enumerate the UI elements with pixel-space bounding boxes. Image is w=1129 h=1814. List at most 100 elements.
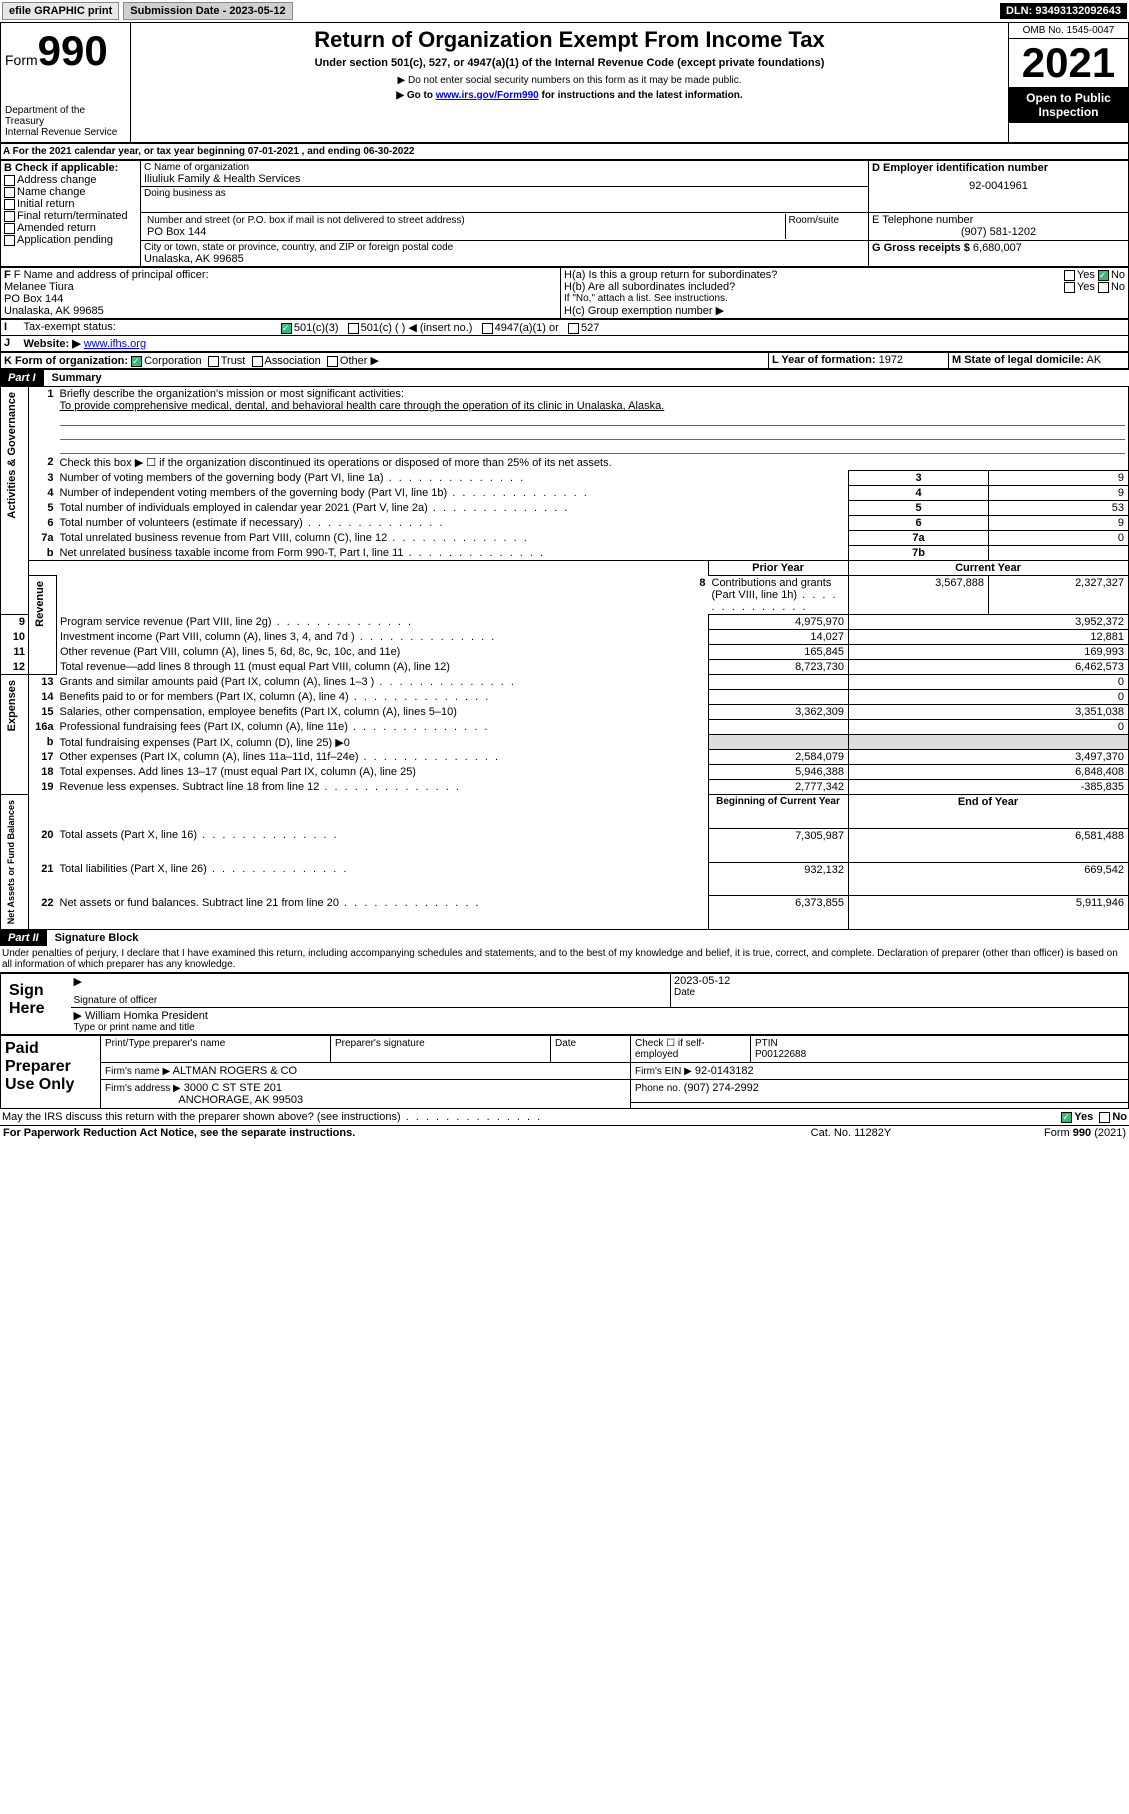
box-d-label: D Employer identification number [872,162,1125,174]
firm-name: ALTMAN ROGERS & CO [173,1065,297,1077]
chk-assoc[interactable] [252,356,263,367]
gov-row: 3Number of voting members of the governi… [1,471,1129,486]
form-header: Form990 Department of the Treasury Inter… [0,22,1129,143]
org-address: PO Box 144 [147,226,782,238]
box-b-label: B Check if applicable: [4,162,137,174]
discuss-text: May the IRS discuss this return with the… [2,1111,401,1123]
exp-row: 18Total expenses. Add lines 13–17 (must … [1,765,1129,780]
gov-row: bNet unrelated business taxable income f… [1,546,1129,561]
rev-row: 12Total revenue—add lines 8 through 11 (… [1,660,1129,675]
col-current: Current Year [849,561,1129,576]
chk-trust[interactable] [208,356,219,367]
part2-title: Signature Block [47,932,139,944]
sign-here-label: Sign Here [1,974,71,1035]
mission-text: To provide comprehensive medical, dental… [60,400,665,412]
identity-block: B Check if applicable: Address change Na… [0,160,1129,267]
goto-post: for instructions and the latest informat… [539,90,743,101]
dept-label: Department of the Treasury [5,105,126,127]
open-public-label: Open to Public Inspection [1009,87,1128,123]
form-title: Return of Organization Exempt From Incom… [135,27,1004,53]
chk-501c[interactable] [348,323,359,334]
firm-addr-label: Firm's address ▶ [105,1083,181,1094]
efile-button[interactable]: efile GRAPHIC print [2,2,119,20]
type-name-label: Type or print name and title [74,1022,1126,1033]
form-ref: Form 990 (2021) [943,1126,1129,1140]
website-link[interactable]: www.ifhs.org [84,338,146,350]
exp-row: 15Salaries, other compensation, employee… [1,705,1129,720]
exp-row: 14Benefits paid to or for members (Part … [1,690,1129,705]
form-label: Form [5,52,38,68]
irs-label: Internal Revenue Service [5,127,126,138]
goto-note: ▶ Go to www.irs.gov/Form990 for instruct… [135,90,1004,101]
dln-label: DLN: 93493132092643 [1000,3,1127,19]
year-formation: 1972 [879,354,903,366]
chk-4947[interactable] [482,323,493,334]
chk-corp[interactable] [131,356,142,367]
self-employed-check[interactable]: Check ☐ if self-employed [631,1036,751,1063]
box-c-label: C Name of organization [144,162,865,173]
part1-header: Part I Summary [0,369,1129,386]
form-org-label: K Form of organization: [4,355,128,367]
sig-date: 2023-05-12 [674,975,1125,987]
q2-text: Check this box ▶ ☐ if the organization d… [57,455,1129,471]
prep-phone-label: Phone no. [635,1083,681,1094]
q1-label: Briefly describe the organization's miss… [60,388,404,400]
chk-amended[interactable]: Amended return [4,222,137,234]
website-label: Website: ▶ [24,338,81,350]
chk-527[interactable] [568,323,579,334]
firm-ein-label: Firm's EIN ▶ [635,1066,692,1077]
chk-address-change[interactable]: Address change [4,174,137,186]
org-city: Unalaska, AK 99685 [144,253,865,265]
gov-row: 4Number of independent voting members of… [1,486,1129,501]
exp-row: 17Other expenses (Part IX, column (A), l… [1,750,1129,765]
klm-block: K Form of organization: Corporation Trus… [0,352,1129,369]
gov-row: 7aTotal unrelated business revenue from … [1,531,1129,546]
tax-exempt-label: Tax-exempt status: [21,320,278,336]
sig-officer-label: Signature of officer [74,995,668,1006]
chk-final-return[interactable]: Final return/terminated [4,210,137,222]
side-expenses: Expenses [4,676,20,735]
prep-sig-label: Preparer's signature [331,1036,551,1063]
firm-ein: 92-0143182 [695,1065,754,1077]
ein-value: 92-0041961 [872,180,1125,192]
firm-name-label: Firm's name ▶ [105,1066,170,1077]
box-hb: H(b) Are all subordinates included? Yes … [564,281,1125,293]
part1-label: Part I [0,370,44,386]
part1-title: Summary [44,372,102,384]
chk-501c3[interactable] [281,323,292,334]
form-num: 990 [38,27,108,74]
line-a-text: For the 2021 calendar year, or tax year … [13,146,415,157]
form-number: Form990 [5,27,126,75]
officer-typed-name: William Homka President [85,1010,208,1022]
side-revenue: Revenue [32,577,48,631]
prep-name-label: Print/Type preparer's name [101,1036,331,1063]
chk-other[interactable] [327,356,338,367]
discuss-no[interactable] [1099,1112,1110,1123]
city-label: City or town, state or province, country… [144,242,865,253]
officer-name: Melanee Tiura [4,281,557,293]
net-row: 22Net assets or fund balances. Subtract … [1,896,1129,930]
submission-date-button[interactable]: Submission Date - 2023-05-12 [123,2,292,20]
exp-row: 16aProfessional fundraising fees (Part I… [1,720,1129,735]
discuss-yes[interactable] [1061,1112,1072,1123]
phone-value: (907) 581-1202 [872,226,1125,238]
dba-label: Doing business as [144,188,865,199]
officer-group-block: F F Name and address of principal office… [0,267,1129,319]
preparer-block: Paid Preparer Use Only Print/Type prepar… [0,1035,1129,1109]
box-h-note: If "No," attach a list. See instructions… [564,293,1125,304]
side-netassets: Net Assets or Fund Balances [4,796,18,928]
firm-addr1: 3000 C ST STE 201 [184,1082,282,1094]
exp-row: 19Revenue less expenses. Subtract line 1… [1,780,1129,795]
part2-header: Part II Signature Block [0,930,1129,946]
firm-addr2: ANCHORAGE, AK 99503 [178,1094,303,1106]
chk-app-pending[interactable]: Application pending [4,234,137,246]
chk-name-change[interactable]: Name change [4,186,137,198]
side-governance: Activities & Governance [4,388,20,523]
ptin-value: P00122688 [755,1049,806,1060]
chk-initial-return[interactable]: Initial return [4,198,137,210]
col-end: End of Year [849,795,1129,829]
gross-receipts: 6,680,007 [973,242,1022,254]
irs-link[interactable]: www.irs.gov/Form990 [436,90,539,101]
col-prior: Prior Year [709,561,849,576]
officer-addr2: Unalaska, AK 99685 [4,305,557,317]
